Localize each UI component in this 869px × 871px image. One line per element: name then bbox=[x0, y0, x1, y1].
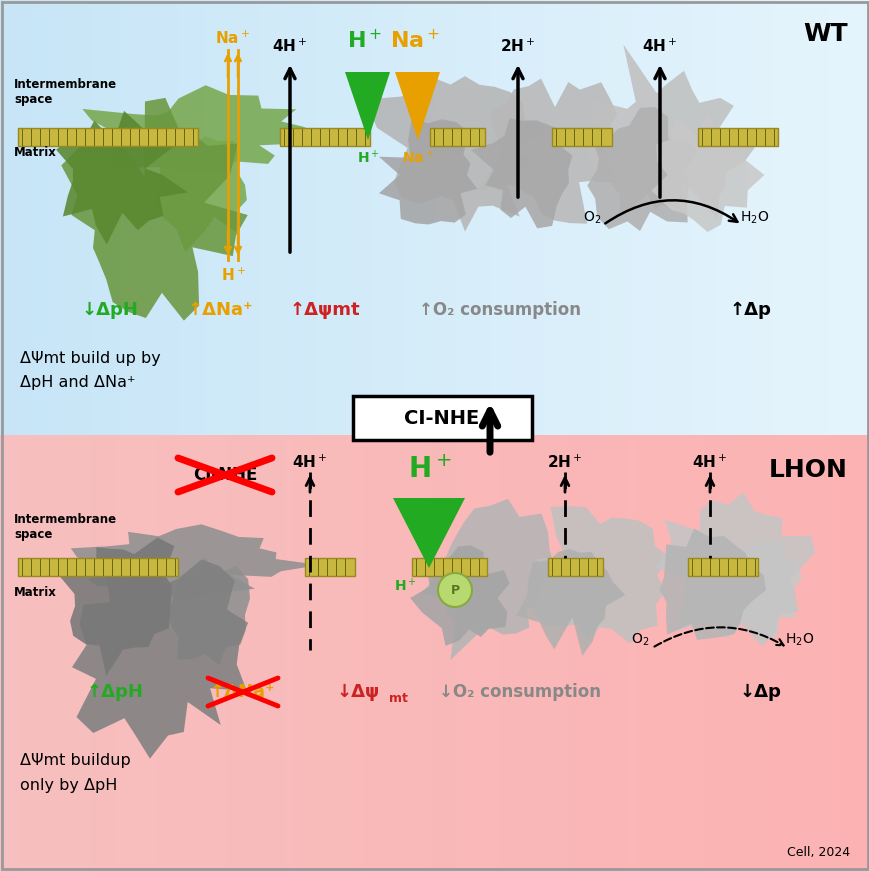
Polygon shape bbox=[478, 78, 620, 224]
Text: 4H$^+$: 4H$^+$ bbox=[641, 38, 677, 55]
Bar bbox=[18, 558, 178, 576]
Text: ΔΨmt buildup: ΔΨmt buildup bbox=[20, 753, 130, 767]
Bar bbox=[697, 128, 777, 146]
Polygon shape bbox=[57, 537, 174, 676]
Text: ↑O₂ consumption: ↑O₂ consumption bbox=[419, 301, 580, 319]
Text: Matrix: Matrix bbox=[14, 145, 56, 159]
Polygon shape bbox=[76, 85, 320, 171]
Bar bbox=[551, 128, 611, 146]
Bar bbox=[305, 558, 355, 576]
Bar bbox=[687, 558, 757, 576]
Polygon shape bbox=[421, 499, 558, 660]
Polygon shape bbox=[70, 524, 319, 599]
Text: P: P bbox=[450, 584, 459, 597]
Text: ΔΨmt build up by: ΔΨmt build up by bbox=[20, 350, 161, 366]
Text: ↑Δψmt: ↑Δψmt bbox=[289, 301, 360, 319]
Text: 2H$^+$: 2H$^+$ bbox=[500, 38, 535, 55]
Text: Cell, 2024: Cell, 2024 bbox=[786, 846, 849, 859]
Text: H$^+$: H$^+$ bbox=[408, 456, 451, 484]
Text: ↓ΔpH: ↓ΔpH bbox=[82, 301, 138, 319]
Bar bbox=[18, 128, 198, 146]
Text: Na$^+$: Na$^+$ bbox=[401, 149, 434, 166]
Text: Matrix: Matrix bbox=[14, 585, 56, 598]
Text: O$_2$: O$_2$ bbox=[630, 631, 648, 648]
Text: H$^+$: H$^+$ bbox=[221, 267, 245, 284]
Text: Intermembrane
space: Intermembrane space bbox=[14, 513, 117, 541]
Polygon shape bbox=[587, 107, 698, 231]
Bar bbox=[412, 558, 487, 576]
Polygon shape bbox=[515, 549, 625, 656]
Text: Na$^+$: Na$^+$ bbox=[216, 30, 250, 47]
Text: ↓Δψ: ↓Δψ bbox=[336, 683, 379, 701]
Text: H$^+$: H$^+$ bbox=[356, 149, 379, 166]
Bar bbox=[547, 558, 602, 576]
Polygon shape bbox=[587, 44, 753, 219]
Polygon shape bbox=[534, 506, 669, 644]
Polygon shape bbox=[395, 72, 440, 140]
Polygon shape bbox=[651, 114, 764, 232]
Polygon shape bbox=[364, 76, 554, 232]
Polygon shape bbox=[61, 98, 248, 321]
Text: O$_2$: O$_2$ bbox=[582, 210, 600, 226]
Polygon shape bbox=[714, 541, 801, 639]
Polygon shape bbox=[167, 557, 249, 665]
Text: ΔpH and ΔNa⁺: ΔpH and ΔNa⁺ bbox=[20, 375, 136, 389]
Polygon shape bbox=[345, 72, 389, 140]
Text: mt: mt bbox=[388, 692, 407, 705]
Text: Intermembrane
space: Intermembrane space bbox=[14, 78, 117, 106]
Text: H$_2$O: H$_2$O bbox=[785, 631, 813, 648]
Text: ↓Δp: ↓Δp bbox=[738, 683, 780, 701]
Text: ↑ΔpH: ↑ΔpH bbox=[86, 683, 143, 701]
Text: H$^+$: H$^+$ bbox=[393, 577, 416, 595]
Circle shape bbox=[437, 573, 472, 607]
Text: CI-NHE: CI-NHE bbox=[193, 466, 257, 484]
FancyArrowPatch shape bbox=[653, 627, 783, 646]
FancyArrowPatch shape bbox=[605, 200, 737, 224]
Text: LHON: LHON bbox=[768, 458, 847, 482]
Bar bbox=[280, 128, 369, 146]
FancyBboxPatch shape bbox=[353, 396, 531, 440]
Text: only by ΔpH: only by ΔpH bbox=[20, 778, 117, 793]
Polygon shape bbox=[378, 118, 477, 225]
Bar bbox=[429, 128, 484, 146]
Polygon shape bbox=[659, 529, 766, 640]
Text: ↑ΔNa⁺: ↑ΔNa⁺ bbox=[187, 301, 253, 319]
Text: 4H$^+$: 4H$^+$ bbox=[272, 38, 308, 55]
Text: 2H$^+$: 2H$^+$ bbox=[547, 453, 582, 470]
Polygon shape bbox=[471, 118, 572, 228]
Polygon shape bbox=[72, 558, 248, 759]
Polygon shape bbox=[393, 498, 464, 568]
Text: ↑Δp: ↑Δp bbox=[728, 301, 770, 319]
Text: H$^+$: H$^+$ bbox=[347, 29, 382, 51]
Text: ↑ΔNa⁺: ↑ΔNa⁺ bbox=[209, 683, 275, 701]
Text: WT: WT bbox=[802, 22, 847, 46]
Text: CI-NHE: CI-NHE bbox=[404, 408, 479, 428]
Polygon shape bbox=[655, 492, 814, 646]
Polygon shape bbox=[410, 545, 509, 646]
Text: 4H$^+$: 4H$^+$ bbox=[292, 453, 328, 470]
Polygon shape bbox=[154, 136, 247, 253]
Text: Na$^+$: Na$^+$ bbox=[389, 29, 440, 51]
Text: 4H$^+$: 4H$^+$ bbox=[692, 453, 726, 470]
Polygon shape bbox=[56, 111, 188, 245]
Text: ↓O₂ consumption: ↓O₂ consumption bbox=[439, 683, 600, 701]
Text: H$_2$O: H$_2$O bbox=[740, 210, 769, 226]
